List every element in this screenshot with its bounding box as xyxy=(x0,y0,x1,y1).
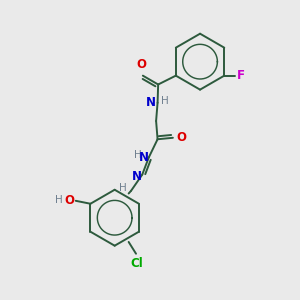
Text: H: H xyxy=(161,96,169,106)
Text: H: H xyxy=(134,150,141,160)
Text: H: H xyxy=(119,183,127,193)
Text: O: O xyxy=(64,194,74,207)
Text: H: H xyxy=(55,195,62,205)
Text: N: N xyxy=(138,151,148,164)
Text: N: N xyxy=(131,170,141,183)
Text: O: O xyxy=(176,131,186,144)
Text: F: F xyxy=(237,69,245,82)
Text: O: O xyxy=(136,58,146,71)
Text: Cl: Cl xyxy=(130,257,143,270)
Text: N: N xyxy=(146,96,156,109)
